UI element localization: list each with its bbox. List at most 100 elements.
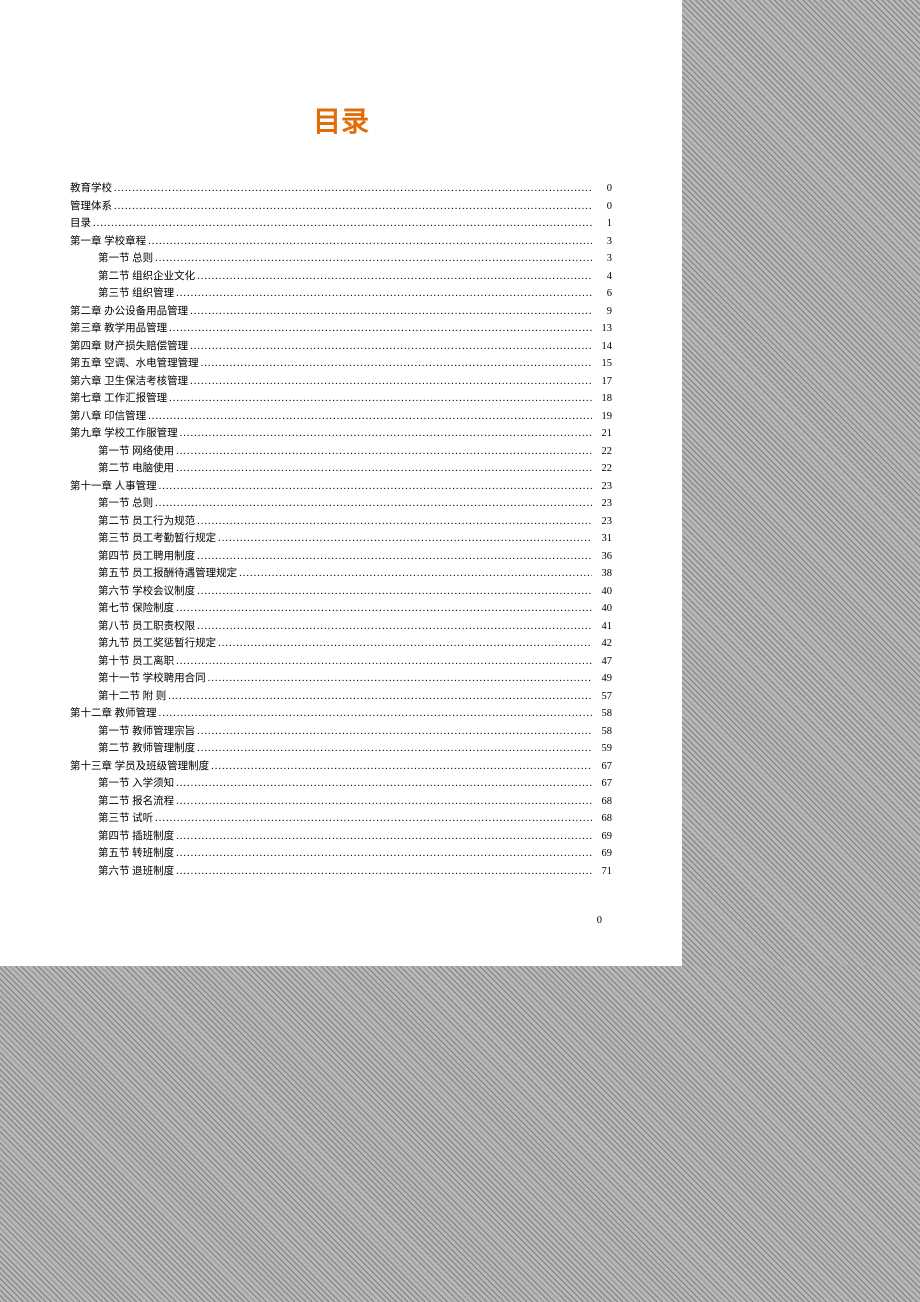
toc-entry: 第三节 试听68 <box>70 810 612 828</box>
toc-entry: 第一节 教师管理宗旨 58 <box>70 723 612 741</box>
toc-entry-label: 第十一节 学校聘用合同 <box>98 670 206 688</box>
toc-leader-dots <box>218 530 592 548</box>
toc-entry: 第九章 学校工作服管理21 <box>70 425 612 443</box>
toc-leader-dots <box>176 443 592 461</box>
toc-entry-page: 38 <box>594 565 612 583</box>
toc-leader-dots <box>197 583 592 601</box>
toc-entry-page: 9 <box>594 303 612 321</box>
page-title: 目录 <box>70 100 612 140</box>
toc-leader-dots <box>180 425 592 443</box>
toc-entry-label: 第一节 教师管理宗旨 <box>98 723 195 741</box>
toc-entry-page: 0 <box>594 180 612 198</box>
toc-leader-dots <box>159 705 592 723</box>
toc-entry-page: 17 <box>594 373 612 391</box>
toc-entry: 第一节 总则3 <box>70 250 612 268</box>
toc-leader-dots <box>176 600 592 618</box>
toc-entry-page: 41 <box>594 618 612 636</box>
toc-leader-dots <box>197 740 592 758</box>
toc-entry-page: 0 <box>594 198 612 216</box>
toc-entry-page: 6 <box>594 285 612 303</box>
toc-leader-dots <box>176 828 592 846</box>
toc-entry: 管理体系0 <box>70 198 612 216</box>
toc-entry: 第一章 学校章程3 <box>70 233 612 251</box>
toc-leader-dots <box>155 250 592 268</box>
toc-entry-label: 教育学校 <box>70 180 112 198</box>
toc-entry-page: 3 <box>594 250 612 268</box>
toc-leader-dots <box>197 268 592 286</box>
toc-entry-page: 47 <box>594 653 612 671</box>
toc-leader-dots <box>190 338 592 356</box>
toc-entry-label: 第三节 员工考勤暂行规定 <box>98 530 216 548</box>
toc-entry: 第三节 组织管理 6 <box>70 285 612 303</box>
toc-entry: 第五节 转班制度 69 <box>70 845 612 863</box>
toc-leader-dots <box>155 810 592 828</box>
toc-entry-label: 第九节 员工奖惩暂行规定 <box>98 635 216 653</box>
toc-entry-label: 目录 <box>70 215 91 233</box>
toc-leader-dots <box>176 793 592 811</box>
toc-entry: 教育学校 0 <box>70 180 612 198</box>
toc-entry-label: 第七节 保险制度 <box>98 600 174 618</box>
toc-entry-label: 第五章 空调、水电管理管理 <box>70 355 199 373</box>
background-hatch-bottom <box>0 966 920 1302</box>
toc-entry-label: 第十二节 附 则 <box>98 688 166 706</box>
toc-entry-page: 36 <box>594 548 612 566</box>
toc-entry-page: 49 <box>594 670 612 688</box>
toc-leader-dots <box>155 495 592 513</box>
background-hatch-right <box>682 0 920 966</box>
toc-entry-label: 第四节 员工聘用制度 <box>98 548 195 566</box>
toc-entry: 第十一章 人事管理 23 <box>70 478 612 496</box>
toc-entry: 第四节 插班制度69 <box>70 828 612 846</box>
toc-entry-page: 23 <box>594 495 612 513</box>
toc-leader-dots <box>148 233 592 251</box>
toc-entry-label: 第十二章 教师管理 <box>70 705 157 723</box>
toc-entry-page: 67 <box>594 758 612 776</box>
toc-entry-label: 第二节 教师管理制度 <box>98 740 195 758</box>
toc-entry-page: 22 <box>594 443 612 461</box>
toc-entry-page: 57 <box>594 688 612 706</box>
toc-entry: 第三节 员工考勤暂行规定31 <box>70 530 612 548</box>
toc-entry-label: 第二节 报名流程 <box>98 793 174 811</box>
toc-leader-dots <box>169 320 592 338</box>
toc-entry-label: 第三章 教学用品管理 <box>70 320 167 338</box>
toc-entry-label: 第十一章 人事管理 <box>70 478 157 496</box>
toc-entry-page: 68 <box>594 810 612 828</box>
toc-entry-page: 3 <box>594 233 612 251</box>
toc-entry-label: 第三节 组织管理 <box>98 285 174 303</box>
toc-entry: 第六节 退班制度71 <box>70 863 612 881</box>
toc-entry: 第四节 员工聘用制度 36 <box>70 548 612 566</box>
toc-entry-page: 13 <box>594 320 612 338</box>
toc-leader-dots <box>176 285 592 303</box>
toc-entry-label: 第二节 员工行为规范 <box>98 513 195 531</box>
toc-entry: 第十二节 附 则 57 <box>70 688 612 706</box>
toc-entry-page: 23 <box>594 478 612 496</box>
toc-leader-dots <box>197 548 592 566</box>
toc-entry: 第八节 员工职责权限41 <box>70 618 612 636</box>
toc-entry: 第二节 组织企业文化4 <box>70 268 612 286</box>
toc-entry-label: 第五节 员工报酬待遇管理规定 <box>98 565 237 583</box>
document-page: 目录 教育学校0管理体系0目录1第一章 学校章程3第一节 总则3第二节 组织企业… <box>0 0 682 966</box>
toc-leader-dots <box>176 460 592 478</box>
toc-entry-page: 58 <box>594 723 612 741</box>
toc-entry-label: 第五节 转班制度 <box>98 845 174 863</box>
toc-entry: 第二节 员工行为规范 23 <box>70 513 612 531</box>
toc-entry-label: 第七章 工作汇报管理 <box>70 390 167 408</box>
toc-entry-label: 第二节 组织企业文化 <box>98 268 195 286</box>
toc-entry-page: 23 <box>594 513 612 531</box>
toc-entry: 第七章 工作汇报管理18 <box>70 390 612 408</box>
toc-leader-dots <box>93 215 592 233</box>
toc-leader-dots <box>168 688 592 706</box>
toc-entry-label: 第一节 入学须知 <box>98 775 174 793</box>
toc-entry-page: 68 <box>594 793 612 811</box>
toc-leader-dots <box>190 373 592 391</box>
toc-entry-page: 42 <box>594 635 612 653</box>
toc-entry: 第一节 网络使用22 <box>70 443 612 461</box>
toc-entry-page: 15 <box>594 355 612 373</box>
toc-leader-dots <box>239 565 592 583</box>
toc-entry: 第二节 电脑使用22 <box>70 460 612 478</box>
toc-entry-label: 第十节 员工离职 <box>98 653 174 671</box>
toc-entry-label: 第二节 电脑使用 <box>98 460 174 478</box>
toc-entry-page: 69 <box>594 845 612 863</box>
toc-entry: 第十二章 教师管理58 <box>70 705 612 723</box>
toc-leader-dots <box>114 180 592 198</box>
toc-entry: 第五章 空调、水电管理管理 15 <box>70 355 612 373</box>
